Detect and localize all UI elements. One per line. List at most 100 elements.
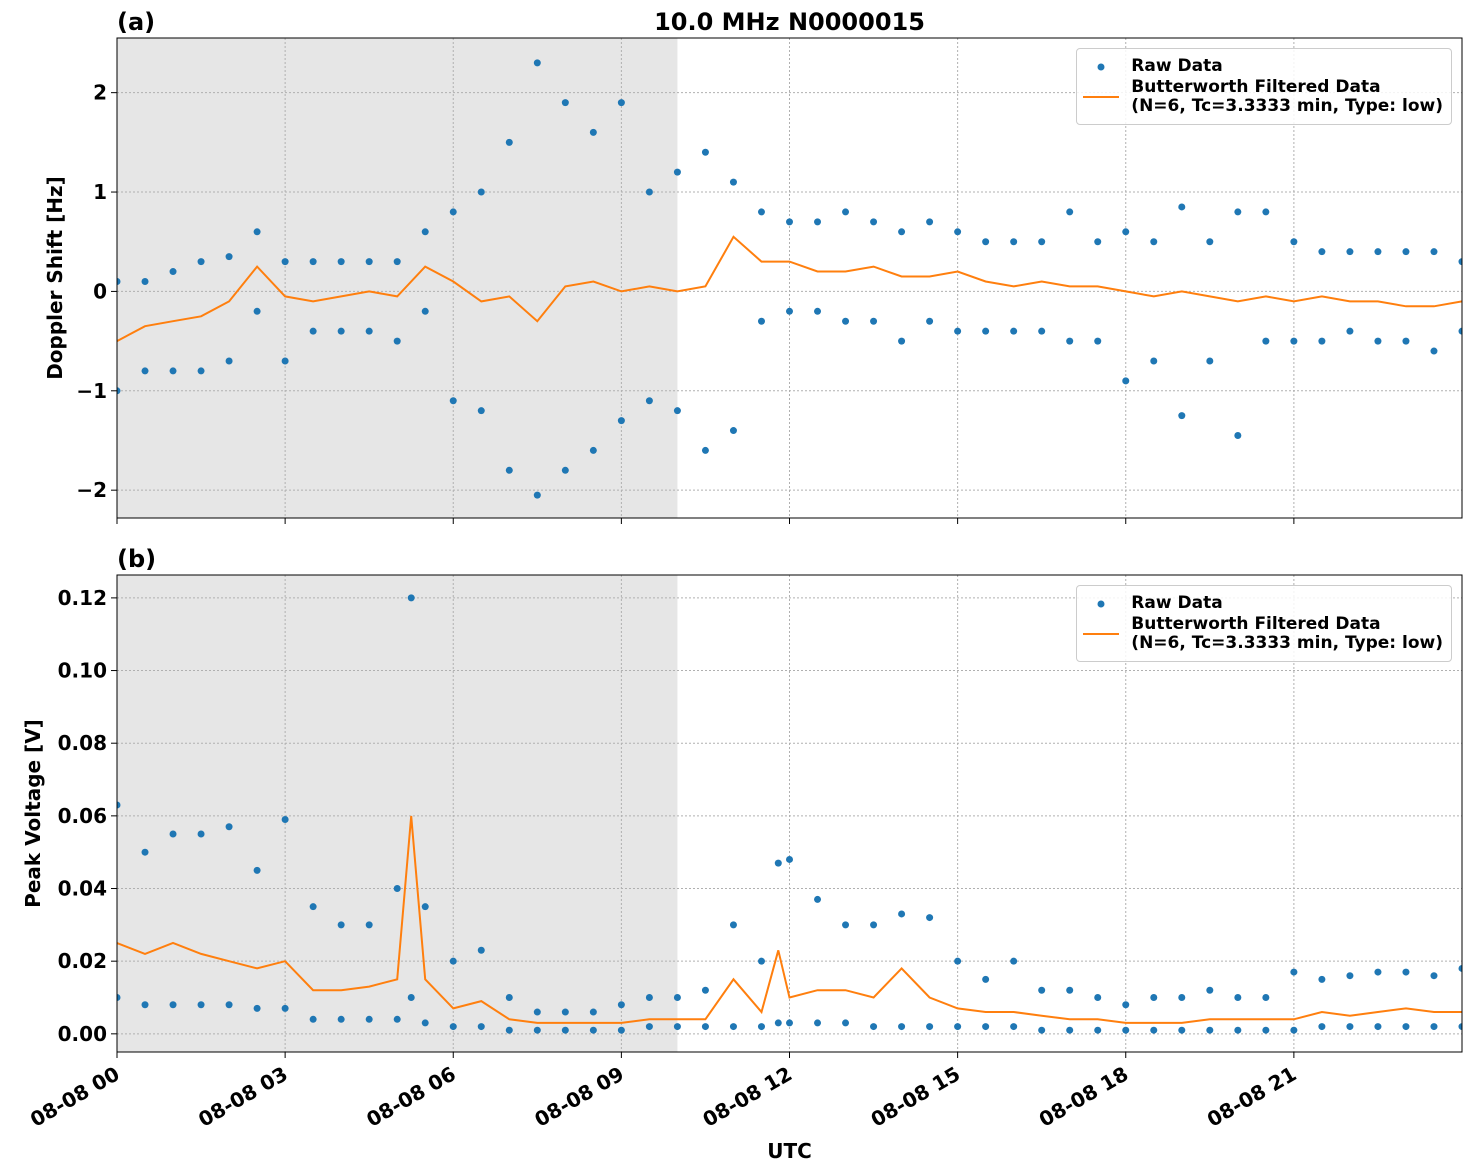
raw-point — [197, 830, 205, 838]
raw-point — [1094, 337, 1102, 345]
raw-point — [1430, 1023, 1438, 1031]
raw-point — [1150, 238, 1158, 246]
raw-point — [673, 994, 681, 1002]
raw-point — [561, 99, 569, 107]
raw-point — [1346, 248, 1354, 256]
y-tick-label: 0.00 — [58, 1022, 107, 1046]
raw-point — [1290, 1026, 1298, 1034]
plot-area — [117, 59, 1462, 499]
raw-point — [954, 957, 962, 965]
raw-point — [477, 188, 485, 196]
raw-point — [281, 357, 289, 365]
raw-point — [701, 986, 709, 994]
x-tick-label: 08-08 03 — [194, 1062, 292, 1132]
legend: Raw Data Butterworth Filtered Data (N=6, … — [1076, 48, 1452, 125]
raw-point — [1346, 1023, 1354, 1031]
raw-point — [954, 327, 962, 335]
raw-point — [141, 277, 149, 285]
plot-frame — [116, 37, 1463, 519]
raw-point — [117, 994, 121, 1002]
y-axis-label: Doppler Shift [Hz] — [43, 176, 67, 380]
raw-point — [505, 466, 513, 474]
raw-point — [617, 1026, 625, 1034]
raw-point — [701, 1023, 709, 1031]
raw-point — [1206, 357, 1214, 365]
raw-point — [1178, 1026, 1186, 1034]
raw-point — [786, 218, 793, 226]
raw-point — [365, 258, 373, 266]
raw-point — [225, 253, 233, 261]
raw-point — [407, 594, 415, 602]
legend-label: Butterworth Filtered Data (N=6, Tc=3.333… — [1131, 614, 1443, 653]
raw-point — [954, 228, 962, 236]
raw-point — [1178, 412, 1186, 420]
raw-point — [617, 99, 625, 107]
raw-point — [729, 178, 737, 186]
raw-point — [870, 317, 878, 325]
raw-point — [533, 59, 541, 67]
raw-point — [1038, 238, 1046, 246]
raw-point — [1402, 248, 1410, 256]
raw-point — [561, 1008, 569, 1016]
raw-point — [253, 866, 261, 874]
raw-point — [117, 277, 121, 285]
raw-point — [1234, 994, 1242, 1002]
raw-point — [365, 921, 373, 929]
raw-point — [757, 317, 765, 325]
raw-point — [589, 128, 597, 136]
raw-point — [673, 168, 681, 176]
raw-point — [477, 946, 485, 954]
raw-point — [645, 1023, 653, 1031]
raw-point — [281, 815, 289, 823]
raw-point — [449, 397, 457, 405]
y-tick-label: 0.04 — [58, 877, 107, 901]
raw-point — [1206, 238, 1214, 246]
raw-point — [533, 491, 541, 499]
raw-point — [1122, 228, 1130, 236]
raw-point — [1430, 248, 1438, 256]
raw-point — [982, 975, 990, 983]
legend-marker — [1097, 600, 1105, 608]
raw-point — [1458, 964, 1462, 972]
raw-point — [197, 367, 205, 375]
raw-point — [337, 258, 345, 266]
legend-swatch — [1083, 633, 1120, 635]
legend-swatch — [1097, 600, 1105, 608]
raw-point — [197, 258, 205, 266]
raw-point — [225, 823, 233, 831]
raw-point — [757, 957, 765, 965]
raw-point — [253, 1004, 261, 1012]
y-tick-label: 0.10 — [58, 659, 107, 683]
legend: Raw Data Butterworth Filtered Data (N=6, … — [1076, 585, 1452, 662]
raw-point — [141, 1001, 149, 1009]
raw-point — [1234, 1026, 1242, 1034]
raw-point — [842, 208, 850, 216]
raw-point — [645, 397, 653, 405]
raw-point — [1374, 968, 1382, 976]
filtered-line — [117, 815, 1462, 1024]
raw-point — [729, 921, 737, 929]
shaded-span — [117, 575, 678, 1052]
raw-point — [1430, 347, 1438, 355]
panel-label: (a) — [117, 8, 155, 36]
raw-point — [337, 327, 345, 335]
legend-label: Raw Data — [1131, 593, 1223, 613]
raw-point — [253, 228, 261, 236]
raw-point — [309, 327, 317, 335]
raw-point — [1262, 337, 1270, 345]
x-tick-label: 08-08 00 — [26, 1062, 124, 1132]
legend-entry: Butterworth Filtered Data (N=6, Tc=3.333… — [1083, 615, 1443, 653]
raw-point — [169, 367, 177, 375]
raw-point — [1262, 994, 1270, 1002]
plot-area — [117, 594, 1462, 1034]
raw-point — [449, 957, 457, 965]
raw-point — [1094, 1026, 1102, 1034]
raw-point — [1010, 1023, 1018, 1031]
raw-point — [365, 327, 373, 335]
raw-point — [309, 258, 317, 266]
raw-point — [814, 895, 822, 903]
raw-point — [982, 238, 990, 246]
raw-point — [1374, 337, 1382, 345]
raw-point — [1038, 327, 1046, 335]
raw-point — [774, 1019, 782, 1027]
